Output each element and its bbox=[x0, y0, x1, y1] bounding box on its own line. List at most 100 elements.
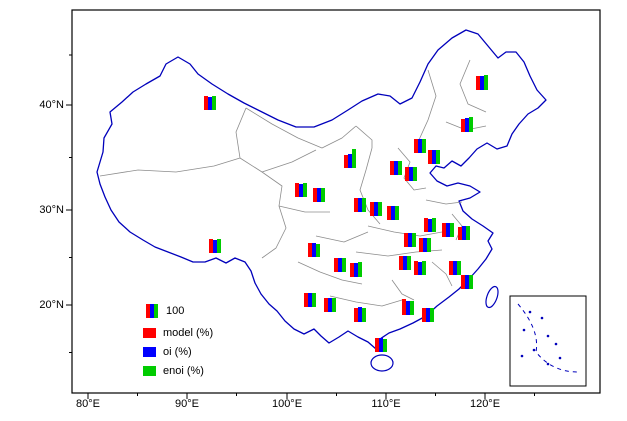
oi-bar bbox=[465, 274, 469, 289]
x-axis-ticks bbox=[87, 393, 535, 399]
model-bar bbox=[422, 307, 426, 322]
enoi-bar bbox=[413, 166, 417, 181]
model-bar bbox=[442, 222, 446, 237]
enoi-color-swatch bbox=[143, 366, 156, 376]
enoi-bar bbox=[383, 338, 387, 352]
station-bar-glyph bbox=[313, 187, 325, 202]
enoi-bar bbox=[422, 261, 426, 275]
station-bar-glyph bbox=[209, 239, 221, 253]
enoi-bar bbox=[457, 260, 461, 275]
enoi-bar bbox=[412, 233, 416, 247]
model-bar bbox=[428, 150, 432, 164]
station-bar-glyph bbox=[387, 205, 399, 220]
model-bar bbox=[146, 304, 150, 318]
station-bar-glyph bbox=[399, 255, 411, 270]
legend-label-model: model (%) bbox=[163, 327, 214, 339]
enoi-bar bbox=[450, 223, 454, 237]
model-bar bbox=[354, 197, 358, 212]
model-bar bbox=[344, 154, 348, 168]
oi-bar bbox=[446, 222, 450, 237]
x-tick-label: 120°E bbox=[469, 398, 501, 410]
station-bar-glyph bbox=[344, 148, 356, 168]
y-tick-label: 40°N bbox=[39, 99, 64, 111]
enoi-bar bbox=[469, 274, 473, 289]
model-bar bbox=[295, 183, 299, 197]
model-bar bbox=[399, 255, 403, 270]
oi-bar bbox=[354, 262, 358, 277]
station-bar-glyph bbox=[442, 222, 454, 237]
x-tick-label: 90°E bbox=[175, 398, 199, 410]
south-china-sea-inset bbox=[509, 295, 587, 387]
enoi-bar bbox=[466, 225, 470, 240]
oi-bar bbox=[394, 161, 398, 175]
oi-bar bbox=[403, 256, 407, 270]
enoi-bar bbox=[469, 117, 473, 132]
x-tick-label: 80°E bbox=[76, 398, 100, 410]
enoi-bar bbox=[410, 301, 414, 315]
station-bar-glyph bbox=[476, 75, 488, 90]
oi-bar bbox=[358, 307, 362, 322]
model-bar bbox=[308, 243, 312, 257]
station-bar-glyph bbox=[458, 225, 470, 240]
oi-bar bbox=[348, 154, 352, 168]
station-bar-glyph bbox=[295, 183, 307, 197]
enoi-bar bbox=[362, 197, 366, 212]
model-bar bbox=[387, 205, 391, 220]
model-bar bbox=[313, 188, 317, 202]
oi-bar bbox=[432, 150, 436, 164]
oi-bar bbox=[426, 308, 430, 322]
model-bar bbox=[354, 307, 358, 322]
model-bar bbox=[334, 257, 338, 272]
model-bar bbox=[458, 226, 462, 240]
model-bar bbox=[375, 338, 379, 352]
oi-bar bbox=[418, 261, 422, 275]
legend-entry-enoi: enoi (%) bbox=[143, 365, 204, 377]
enoi-bar bbox=[316, 243, 320, 257]
oi-bar bbox=[453, 260, 457, 275]
model-bar bbox=[449, 261, 453, 275]
model-bar bbox=[404, 232, 408, 247]
station-bar-glyph bbox=[424, 218, 436, 232]
oi-bar bbox=[338, 257, 342, 272]
enoi-bar bbox=[358, 262, 362, 277]
station-bar-glyph bbox=[461, 117, 473, 132]
station-bar-glyph bbox=[350, 262, 362, 277]
model-bar bbox=[461, 118, 465, 132]
oi-bar bbox=[480, 75, 484, 90]
oi-bar bbox=[428, 218, 432, 232]
station-bar-glyph bbox=[404, 232, 416, 247]
station-bar-glyph bbox=[405, 166, 417, 181]
station-bar-glyph bbox=[308, 243, 320, 257]
enoi-bar bbox=[398, 160, 402, 175]
station-bar-glyph bbox=[324, 298, 336, 312]
model-bar bbox=[414, 261, 418, 275]
model-bar bbox=[405, 167, 409, 181]
enoi-bar bbox=[430, 307, 434, 322]
model-bar bbox=[402, 299, 406, 315]
oi-bar bbox=[317, 187, 321, 202]
oi-bar bbox=[374, 201, 378, 216]
enoi-bar bbox=[352, 148, 356, 168]
enoi-bar bbox=[378, 202, 382, 216]
station-bar-glyph bbox=[461, 274, 473, 289]
enoi-bar bbox=[212, 96, 216, 110]
oi-bar bbox=[409, 166, 413, 181]
legend-scale-label: 100 bbox=[166, 305, 185, 317]
enoi-bar bbox=[395, 205, 399, 220]
model-bar bbox=[419, 238, 423, 252]
province-borders bbox=[99, 59, 487, 307]
model-bar bbox=[324, 298, 328, 312]
model-bar bbox=[350, 263, 354, 277]
station-bar-glyph bbox=[402, 299, 414, 315]
oi-bar bbox=[462, 225, 466, 240]
oi-bar bbox=[391, 205, 395, 220]
model-bar bbox=[424, 218, 428, 232]
oi-bar bbox=[379, 338, 383, 352]
model-bar bbox=[414, 139, 418, 153]
legend-scale-glyph bbox=[146, 304, 158, 318]
nine-dash-line bbox=[517, 303, 579, 373]
station-bar-glyph bbox=[414, 139, 426, 153]
legend-entry-oi: oi (%) bbox=[143, 346, 192, 358]
